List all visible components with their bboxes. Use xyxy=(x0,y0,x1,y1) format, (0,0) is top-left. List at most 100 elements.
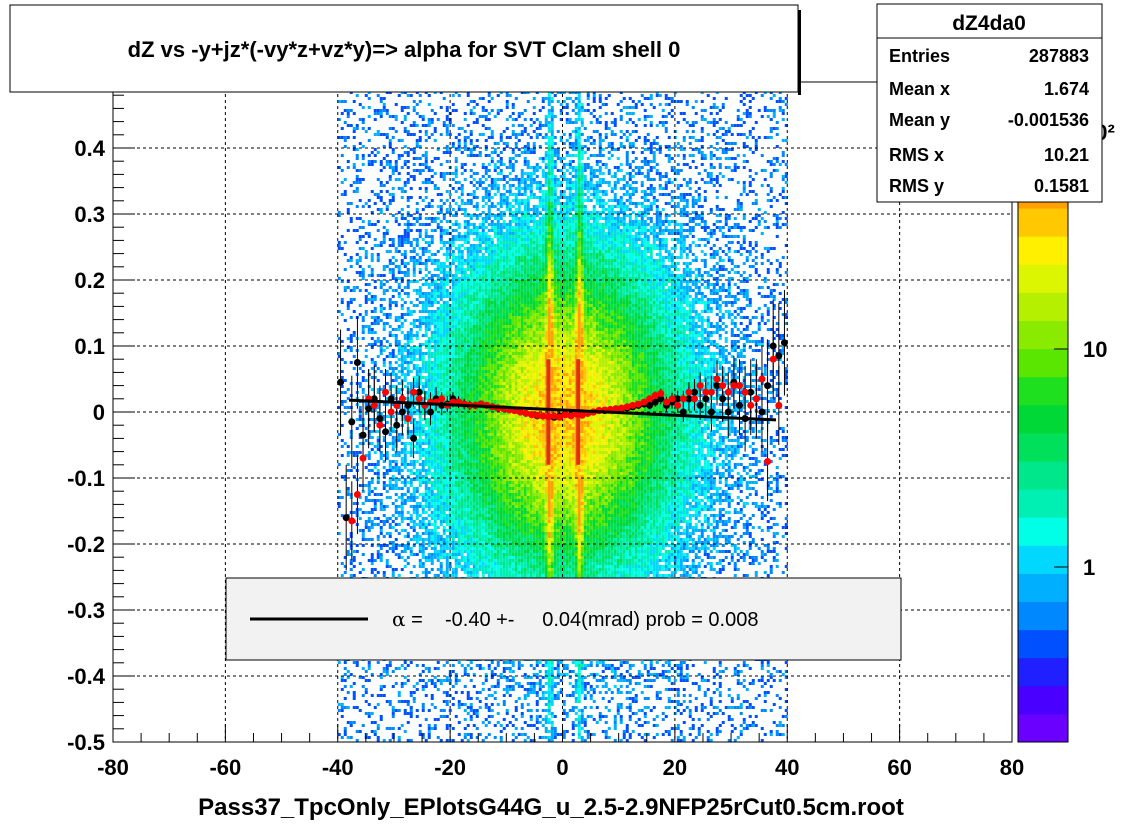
heatmap-cell xyxy=(395,160,398,163)
heatmap-cell xyxy=(437,553,440,556)
heatmap-cell xyxy=(452,334,455,337)
heatmap-cell xyxy=(485,328,488,331)
heatmap-cell xyxy=(440,553,443,556)
heatmap-cell xyxy=(371,190,374,193)
heatmap-cell xyxy=(443,502,446,505)
heatmap-cell xyxy=(368,139,371,142)
heatmap-cell xyxy=(413,271,416,274)
heatmap-cell xyxy=(362,268,365,271)
heatmap-cell xyxy=(386,517,389,520)
heatmap-cell xyxy=(437,385,440,388)
heatmap-cell xyxy=(443,340,446,343)
heatmap-cell xyxy=(344,706,347,709)
heatmap-cell xyxy=(416,103,419,106)
heatmap-cell xyxy=(446,541,449,544)
heatmap-cell xyxy=(347,553,350,556)
heatmap-cell xyxy=(398,667,401,670)
heatmap-cell xyxy=(392,670,395,673)
heatmap-cell xyxy=(443,289,446,292)
heatmap-cell xyxy=(446,724,449,727)
heatmap-cell xyxy=(467,232,470,235)
heatmap-cell xyxy=(404,460,407,463)
heatmap-cell xyxy=(392,544,395,547)
heatmap-cell xyxy=(407,382,410,385)
heatmap-cell xyxy=(455,268,458,271)
heatmap-cell xyxy=(434,301,437,304)
heatmap-cell xyxy=(389,355,392,358)
heatmap-cell xyxy=(482,481,485,484)
heatmap-cell xyxy=(479,427,482,430)
heatmap-cell xyxy=(437,469,440,472)
heatmap-cell xyxy=(371,490,374,493)
heatmap-cell xyxy=(383,667,386,670)
heatmap-cell xyxy=(473,364,476,367)
heatmap-cell xyxy=(482,328,485,331)
heatmap-cell xyxy=(479,97,482,100)
heatmap-cell xyxy=(452,493,455,496)
heatmap-cell xyxy=(485,115,488,118)
heatmap-cell xyxy=(479,394,482,397)
heatmap-cell xyxy=(482,352,485,355)
heatmap-cell xyxy=(395,379,398,382)
heatmap-cell xyxy=(452,463,455,466)
heatmap-cell xyxy=(371,469,374,472)
heatmap-cell xyxy=(404,457,407,460)
heatmap-cell xyxy=(482,532,485,535)
heatmap-cell xyxy=(449,439,452,442)
heatmap-cell xyxy=(428,346,431,349)
heatmap-cell xyxy=(479,565,482,568)
heatmap-cell xyxy=(395,667,398,670)
heatmap-cell xyxy=(476,418,479,421)
heatmap-cell xyxy=(356,271,359,274)
heatmap-cell xyxy=(419,484,422,487)
heatmap-cell xyxy=(404,160,407,163)
heatmap-cell xyxy=(350,544,353,547)
heatmap-cell xyxy=(431,487,434,490)
heatmap-cell xyxy=(374,148,377,151)
heatmap-cell xyxy=(377,322,380,325)
heatmap-cell xyxy=(431,262,434,265)
heatmap-cell xyxy=(422,424,425,427)
heatmap-cell xyxy=(464,304,467,307)
heatmap-cell xyxy=(452,256,455,259)
heatmap-cell xyxy=(482,268,485,271)
heatmap-cell xyxy=(458,433,461,436)
heatmap-cell xyxy=(428,352,431,355)
heatmap-cell xyxy=(455,340,458,343)
heatmap-cell xyxy=(470,535,473,538)
heatmap-cell xyxy=(428,121,431,124)
heatmap-cell xyxy=(482,301,485,304)
heatmap-cell xyxy=(410,661,413,664)
heatmap-cell xyxy=(392,262,395,265)
heatmap-cell xyxy=(407,373,410,376)
heatmap-cell xyxy=(398,364,401,367)
heatmap-cell xyxy=(473,394,476,397)
heatmap-cell xyxy=(482,541,485,544)
heatmap-cell xyxy=(428,460,431,463)
heatmap-cell xyxy=(392,274,395,277)
heatmap-cell xyxy=(380,100,383,103)
heatmap-cell xyxy=(434,313,437,316)
heatmap-cell xyxy=(431,463,434,466)
heatmap-cell xyxy=(374,517,377,520)
heatmap-cell xyxy=(479,664,482,667)
heatmap-cell xyxy=(368,463,371,466)
heatmap-cell xyxy=(473,163,476,166)
heatmap-cell xyxy=(476,517,479,520)
heatmap-cell xyxy=(419,538,422,541)
heatmap-cell xyxy=(446,328,449,331)
heatmap-cell xyxy=(380,190,383,193)
heatmap-cell xyxy=(470,202,473,205)
heatmap-cell xyxy=(464,301,467,304)
heatmap-cell xyxy=(482,286,485,289)
heatmap-cell xyxy=(464,316,467,319)
heatmap-cell xyxy=(452,319,455,322)
heatmap-cell xyxy=(455,238,458,241)
heatmap-cell xyxy=(428,94,431,97)
heatmap-cell xyxy=(485,292,488,295)
heatmap-cell xyxy=(431,433,434,436)
heatmap-cell xyxy=(470,331,473,334)
heatmap-cell xyxy=(401,187,404,190)
heatmap-cell xyxy=(392,136,395,139)
heatmap-cell xyxy=(431,535,434,538)
